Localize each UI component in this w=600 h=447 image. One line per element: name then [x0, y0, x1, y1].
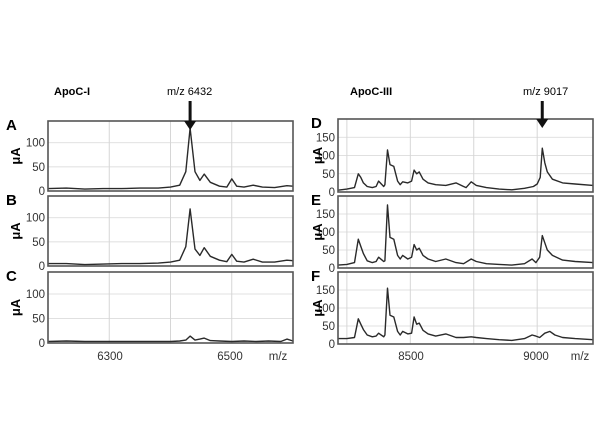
ytick-label: 150 — [316, 285, 335, 297]
ytick-label: 100 — [26, 138, 45, 150]
yaxis-label: μA — [310, 299, 325, 317]
ytick-label: 100 — [26, 289, 45, 301]
peak-arrow-icon — [536, 101, 549, 128]
ytick-label: 0 — [329, 263, 335, 275]
ytick-label: 100 — [316, 303, 335, 315]
ytick-label: 50 — [322, 321, 335, 333]
ytick-label: 50 — [322, 169, 335, 181]
xtick-8500: 8500 — [398, 351, 424, 363]
ytick-label: 0 — [329, 187, 335, 199]
apoc3-title: ApoC-III — [350, 86, 392, 98]
ytick-label: 50 — [32, 314, 45, 326]
ytick-label: 50 — [322, 245, 335, 257]
apoc1-annotation: m/z 6432 — [167, 86, 212, 98]
ytick-label: 50 — [32, 237, 45, 249]
panel-label-F: F — [311, 268, 320, 285]
panel-label-D: D — [311, 115, 322, 132]
xtick-6500: 6500 — [217, 351, 243, 363]
panel-F: 0 50 100 150 μA F — [310, 268, 594, 351]
xtick-9000: 9000 — [523, 351, 549, 363]
ytick-label: 100 — [316, 227, 335, 239]
panel-label-B: B — [6, 192, 17, 209]
spectrum-line-A — [47, 127, 294, 190]
yaxis-label: μA — [310, 146, 325, 164]
ytick-label: 0 — [39, 261, 45, 273]
spectrum-line-F — [338, 287, 594, 342]
panel-label-A: A — [6, 117, 17, 134]
spectrum-line-B — [48, 208, 294, 266]
xtick-6300: 6300 — [97, 351, 123, 363]
apoc3-annotation: m/z 9017 — [523, 86, 568, 98]
panel-label-C: C — [6, 268, 17, 285]
left-xaxis-label: m/z — [269, 351, 288, 363]
yaxis-label: μA — [8, 147, 23, 165]
panel-label-E: E — [311, 192, 321, 209]
spectrum-line-E — [337, 204, 594, 266]
ytick-label: 100 — [316, 151, 335, 163]
spectrum-line-D — [337, 147, 594, 191]
spectrum-line-C — [47, 335, 294, 343]
ytick-label: 50 — [32, 162, 45, 174]
apoc1-title: ApoC-I — [54, 86, 90, 98]
yaxis-label: μA — [8, 298, 23, 316]
ytick-label: 0 — [329, 339, 335, 351]
ytick-label: 0 — [39, 186, 45, 198]
ytick-label: 150 — [316, 209, 335, 221]
ytick-label: 100 — [26, 213, 45, 225]
peak-arrow-icon — [184, 101, 197, 130]
panel-E: 0 50 100 150 μA E — [310, 192, 594, 275]
right-xaxis-label: m/z — [571, 351, 590, 363]
ytick-label: 0 — [39, 338, 45, 350]
panel-D: 0 50 100 150 μA D — [310, 115, 594, 199]
yaxis-label: μA — [8, 222, 23, 240]
yaxis-label: μA — [310, 223, 325, 241]
ytick-label: 150 — [316, 132, 335, 144]
